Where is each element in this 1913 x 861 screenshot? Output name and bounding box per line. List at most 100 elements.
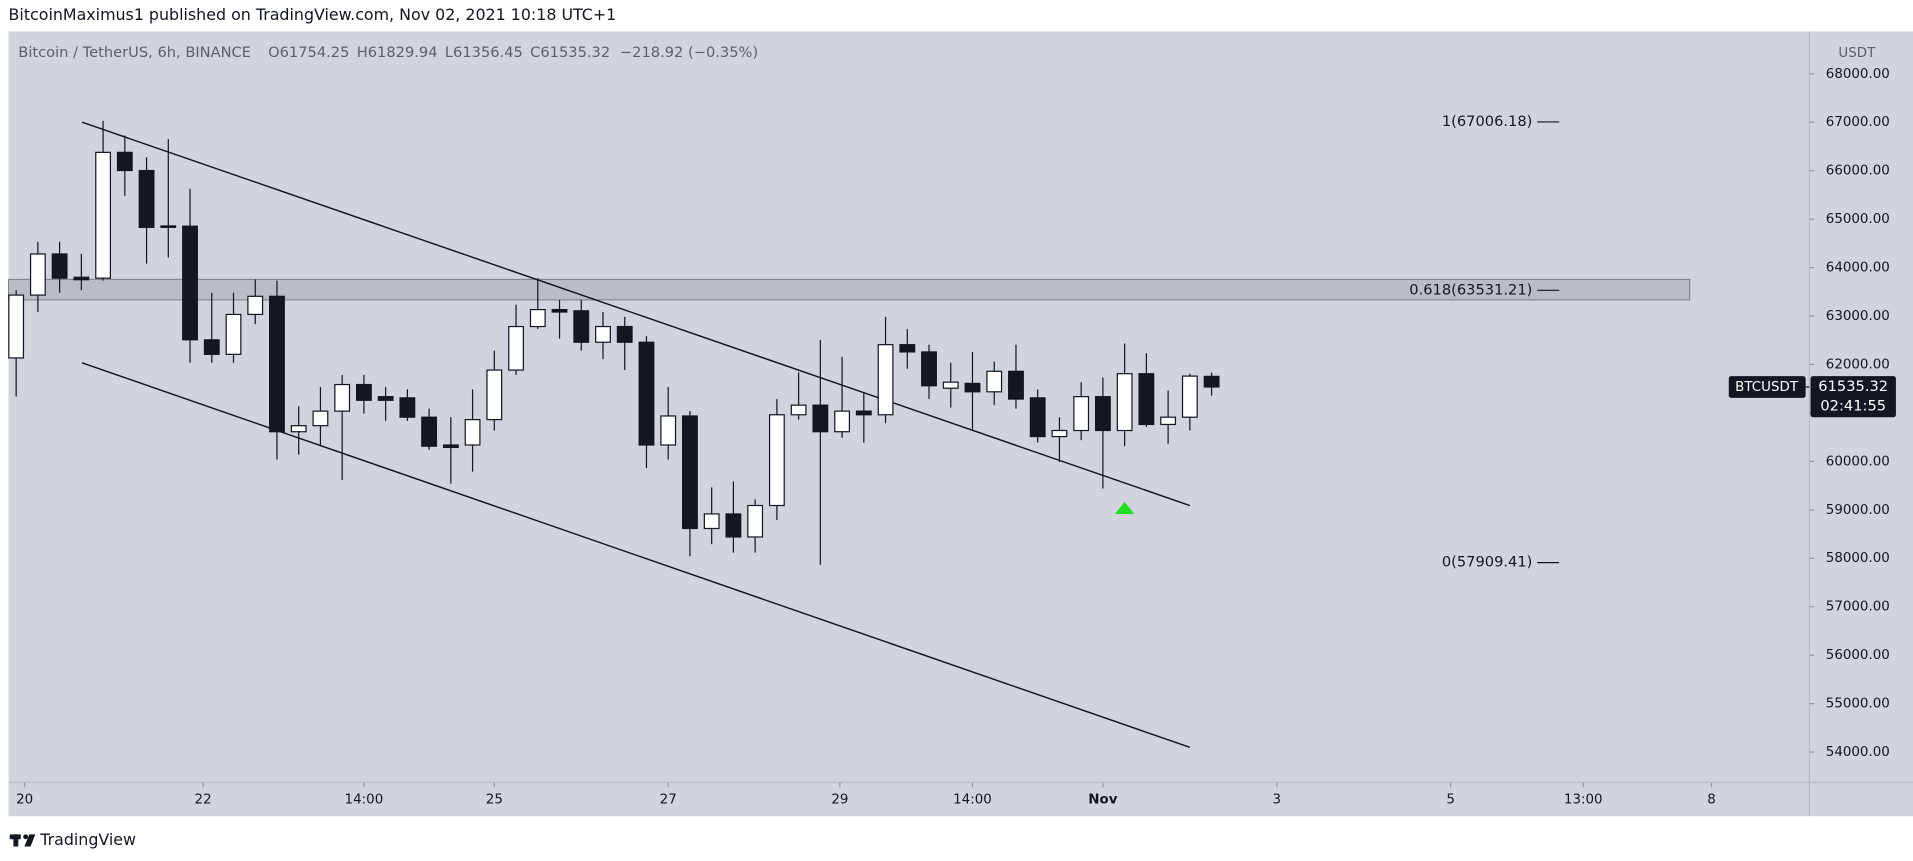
candle-body [595,325,611,343]
candle-body [1138,373,1155,426]
last-price-label: 61535.32 [1818,378,1888,395]
price-axis [1809,31,1913,817]
legend-value: 61754.25 [280,44,350,61]
candle-body [529,308,546,328]
candle-body [682,415,698,530]
fib-label: 1(67006.18) [1442,113,1533,130]
symbol-label: BTCUSDT [1735,380,1799,395]
y-tick-label: 54000.00 [1826,745,1890,760]
candle-body [1008,370,1024,400]
footer-logo [9,834,36,847]
logo-part [23,834,29,840]
y-tick-label: 62000.00 [1826,358,1890,373]
x-tick-label: 25 [486,792,503,807]
candle [725,481,742,553]
candle-body [1203,375,1220,388]
candle-body [421,416,438,447]
candle-body [51,253,68,279]
candle [8,290,25,397]
candle [464,389,481,472]
candle-body [921,351,937,387]
candle [573,299,590,351]
candle [508,304,524,375]
candle [1094,377,1111,489]
candle [1138,353,1155,427]
x-tick-label: 27 [660,792,677,807]
candle-body [334,383,351,412]
legend: Bitcoin / TetherUS, 6h, BINANCE O61754.25… [18,44,758,61]
fib-label: 0.618(63531.21) [1409,281,1532,298]
candle [616,316,633,371]
candle [703,487,720,545]
candle-body [790,404,807,416]
candle [225,292,242,363]
candle-body [703,513,720,530]
candle-body [899,344,916,353]
fib-label: 0(57909.41) [1442,554,1533,571]
legend-value: 61356.45 [453,44,523,61]
candle [1116,343,1133,447]
countdown-label: 02:41:55 [1820,397,1886,414]
candle-body [986,370,1003,393]
candle [855,393,872,443]
x-tick-label: 3 [1273,792,1282,807]
x-tick-label: 14:00 [345,792,384,807]
zone [8,278,1691,301]
y-tick-label: 56000.00 [1826,648,1890,663]
candle-body [747,504,764,538]
candle [486,350,503,431]
legend-value: 61829.94 [368,44,438,61]
y-tick-label: 60000.00 [1826,454,1890,469]
candle-body [1160,416,1177,426]
candle-body [942,381,959,389]
candle [1181,373,1198,431]
candle [421,408,438,450]
y-tick-label: 64000.00 [1826,261,1890,276]
legend-key: L [445,44,454,61]
candle-body [1029,397,1046,438]
y-tick-label: 55000.00 [1826,697,1890,712]
candle [682,411,698,557]
symbol-box [1728,376,1806,398]
candle [1073,382,1090,441]
candle-body [355,383,372,401]
candle [812,339,829,565]
candle-body [1181,375,1198,418]
candle [399,389,416,421]
candle [95,120,112,281]
candle [529,278,546,329]
candle-body [638,341,655,446]
candle-body [160,225,177,228]
trendline [81,362,1191,749]
logo-part [24,834,36,847]
change: −218.92 (−0.35%) [620,44,758,61]
x-tick-label: 5 [1446,792,1455,807]
y-tick-label: 65000.00 [1826,212,1890,227]
candle [442,417,459,484]
candle [1203,372,1220,396]
candle-body [247,295,264,316]
candle-body [442,444,459,449]
y-tick-label: 67000.00 [1826,115,1890,130]
candle [182,188,198,363]
candle [1008,344,1024,409]
candle-body [486,369,503,421]
candle [551,299,568,339]
candle [986,361,1003,406]
candle [921,344,937,400]
candle-body [834,410,851,433]
candle-body [8,294,25,359]
candle-body [725,513,742,538]
signal-marker [1114,501,1135,514]
candle-body [182,225,198,341]
candle [595,312,611,360]
candle-body [964,382,981,393]
logo-part [13,834,19,847]
candle-body [660,415,677,446]
candle-body [877,344,894,416]
candle-body [225,313,242,355]
legend-key: H [357,44,368,61]
candle-body [203,339,220,355]
candle-body [312,410,329,427]
